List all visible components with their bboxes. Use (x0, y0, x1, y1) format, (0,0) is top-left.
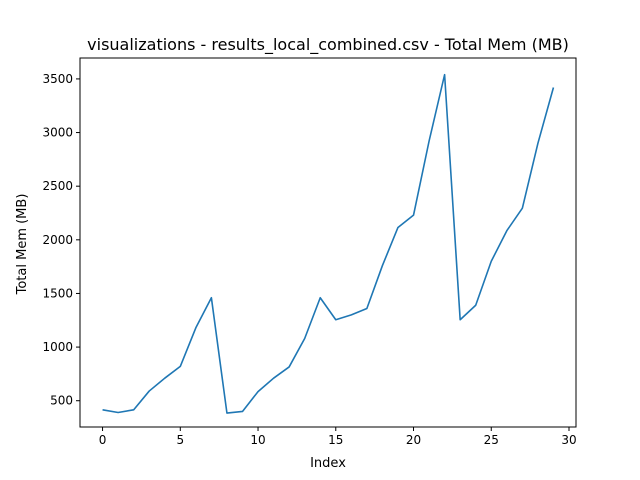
y-tick-label: 1000 (42, 340, 73, 354)
y-tick-label: 500 (50, 394, 73, 408)
x-tick-label: 30 (561, 433, 576, 447)
y-axis-label: Total Mem (MB) (15, 194, 30, 296)
chart-title: visualizations - results_local_combined.… (87, 35, 569, 55)
x-tick-label: 0 (99, 433, 107, 447)
x-tick-label: 5 (176, 433, 184, 447)
x-tick-label: 15 (328, 433, 343, 447)
y-axis: 500 1000 1500 2000 2500 3000 3500 (42, 72, 80, 408)
x-axis: 0 5 10 15 20 25 30 (99, 427, 577, 447)
y-tick-label: 3000 (42, 126, 73, 140)
y-tick-label: 1500 (42, 286, 73, 300)
series-line-0 (102, 73, 555, 414)
axes-frame (79, 57, 577, 428)
y-tick-label: 3500 (42, 72, 73, 86)
x-axis-label: Index (310, 456, 346, 471)
series-layer (102, 73, 555, 414)
y-tick-label: 2500 (42, 179, 73, 193)
x-tick-label: 10 (250, 433, 265, 447)
x-tick-label: 20 (406, 433, 421, 447)
x-tick-label: 25 (484, 433, 499, 447)
plot-area: 0 5 10 15 20 25 30 500 1000 1500 2000 2500 3000 3500 (42, 57, 577, 447)
y-tick-label: 2000 (42, 233, 73, 247)
